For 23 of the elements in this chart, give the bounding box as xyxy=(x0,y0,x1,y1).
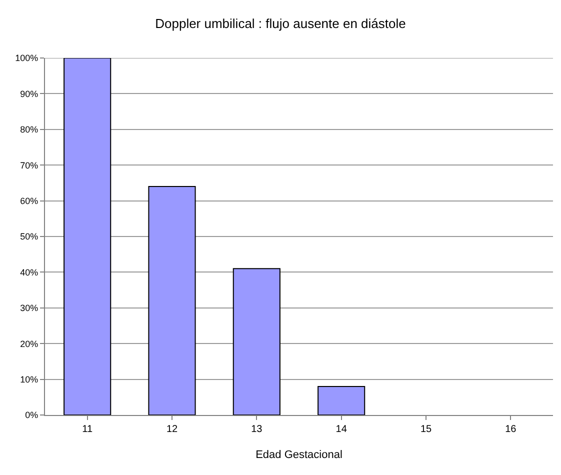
bar xyxy=(232,268,280,415)
y-tick-label: 10% xyxy=(20,374,38,384)
y-tick-label: 30% xyxy=(20,303,38,314)
y-tick-label: 60% xyxy=(20,196,38,206)
x-tick-label: 16 xyxy=(505,424,517,435)
y-tick-label: 20% xyxy=(20,338,38,349)
y-tick-label: 100% xyxy=(15,53,38,64)
x-tick-label: 11 xyxy=(82,424,93,435)
y-tick-label: 40% xyxy=(20,267,38,278)
y-tick-label: 0% xyxy=(25,410,38,420)
chart-title: Doppler umbilical : flujo ausente en diástole xyxy=(155,16,406,32)
x-axis-title: Edad Gestacional xyxy=(256,449,342,461)
bar xyxy=(64,58,112,415)
bar xyxy=(148,186,196,415)
y-tick-label: 90% xyxy=(20,88,38,99)
y-tick-label: 50% xyxy=(20,232,38,242)
y-tick-label: 80% xyxy=(20,124,38,135)
x-tick-label: 13 xyxy=(251,424,263,435)
x-tick-label: 12 xyxy=(166,424,178,435)
y-tick-label: 70% xyxy=(20,160,38,170)
x-tick-label: 14 xyxy=(336,424,348,435)
x-tick-label: 15 xyxy=(420,424,432,435)
bar xyxy=(318,386,366,415)
